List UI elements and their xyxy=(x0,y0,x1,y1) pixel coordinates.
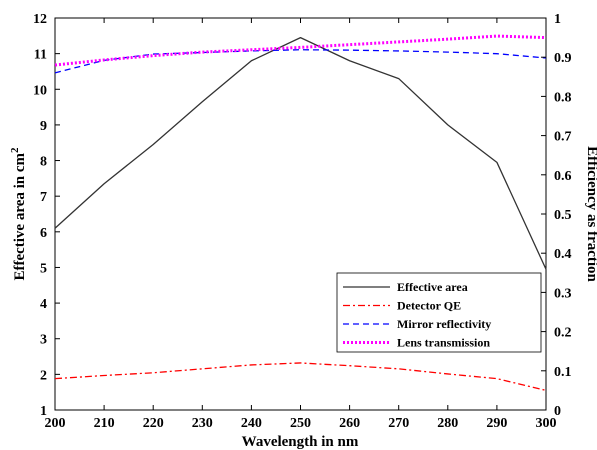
x-tick-label: 280 xyxy=(437,416,458,431)
y-left-axis-label: Effective area in cm2 xyxy=(9,147,28,281)
x-axis-label: Wavelength in nm xyxy=(242,434,359,450)
y-left-tick-label: 9 xyxy=(40,119,47,134)
x-tick-label: 230 xyxy=(192,416,213,431)
x-tick-label: 290 xyxy=(486,416,507,431)
series-layer xyxy=(54,34,547,392)
legend-label-detector-qe: Detector QE xyxy=(397,299,461,313)
y-right-tick-label: 0.2 xyxy=(554,326,572,341)
y-right-tick-label: 0.5 xyxy=(554,208,572,223)
y-left-axis-label-superscript: 2 xyxy=(9,147,21,153)
legend-box xyxy=(336,272,542,353)
y-left-tick-label: 6 xyxy=(40,226,47,241)
y-right-tick-label: 0 xyxy=(554,404,561,419)
y-left-tick-label: 3 xyxy=(40,333,47,348)
y-left-tick-label: 4 xyxy=(40,297,47,312)
y-right-tick-label: 0.4 xyxy=(554,247,572,262)
series-line-detector-qe xyxy=(54,362,547,392)
legend-items: Effective area Detector QE Mirror reflecti… xyxy=(343,280,491,350)
x-tick-label: 240 xyxy=(241,416,262,431)
y-right-tick-label: 0.9 xyxy=(554,51,572,66)
legend-label-lens-transmission: Lens transmission xyxy=(397,336,490,350)
y-right-axis-label: Efficiency as fraction xyxy=(584,146,597,282)
legend-label-mirror-reflectivity: Mirror reflectivity xyxy=(397,317,491,331)
x-axis-ticks: 200 210 220 230 240 250 260 270 280 290 300 xyxy=(45,18,557,431)
y-left-tick-label: 8 xyxy=(40,155,47,170)
x-tick-label: 260 xyxy=(339,416,360,431)
legend: Effective area Detector QE Mirror reflecti… xyxy=(336,272,542,353)
x-tick-label: 210 xyxy=(94,416,115,431)
series-line-effective-area xyxy=(54,36,547,270)
y-left-tick-label: 7 xyxy=(40,190,47,205)
y-right-tick-label: 0.6 xyxy=(554,169,572,184)
y-right-tick-label: 1 xyxy=(554,12,561,27)
x-tick-label: 250 xyxy=(290,416,311,431)
legend-label-effective-area: Effective area xyxy=(397,280,468,294)
x-tick-label: 300 xyxy=(536,416,557,431)
y-right-tick-label: 0.1 xyxy=(554,365,572,380)
x-tick-label: 200 xyxy=(45,416,66,431)
y-right-tick-label: 0.8 xyxy=(554,90,572,105)
y-left-tick-label: 10 xyxy=(33,83,47,98)
y-left-tick-label: 12 xyxy=(33,12,47,27)
y-left-tick-label: 5 xyxy=(40,261,47,276)
y-left-axis-label-main: Effective area in cm xyxy=(12,152,28,280)
y-right-axis-ticks: 0 0.1 0.2 0.3 0.4 0.5 0.6 0.7 0.8 0.9 1 xyxy=(541,12,572,419)
y-right-tick-label: 0.3 xyxy=(554,286,572,301)
series-line-lens-transmission xyxy=(54,34,547,67)
y-left-tick-label: 1 xyxy=(40,404,47,419)
x-tick-label: 220 xyxy=(143,416,164,431)
series-line-mirror-reflectivity xyxy=(54,49,547,74)
x-tick-label: 270 xyxy=(388,416,409,431)
y-right-tick-label: 0.7 xyxy=(554,130,572,145)
y-left-tick-label: 2 xyxy=(40,368,47,383)
y-left-tick-label: 11 xyxy=(34,48,47,63)
